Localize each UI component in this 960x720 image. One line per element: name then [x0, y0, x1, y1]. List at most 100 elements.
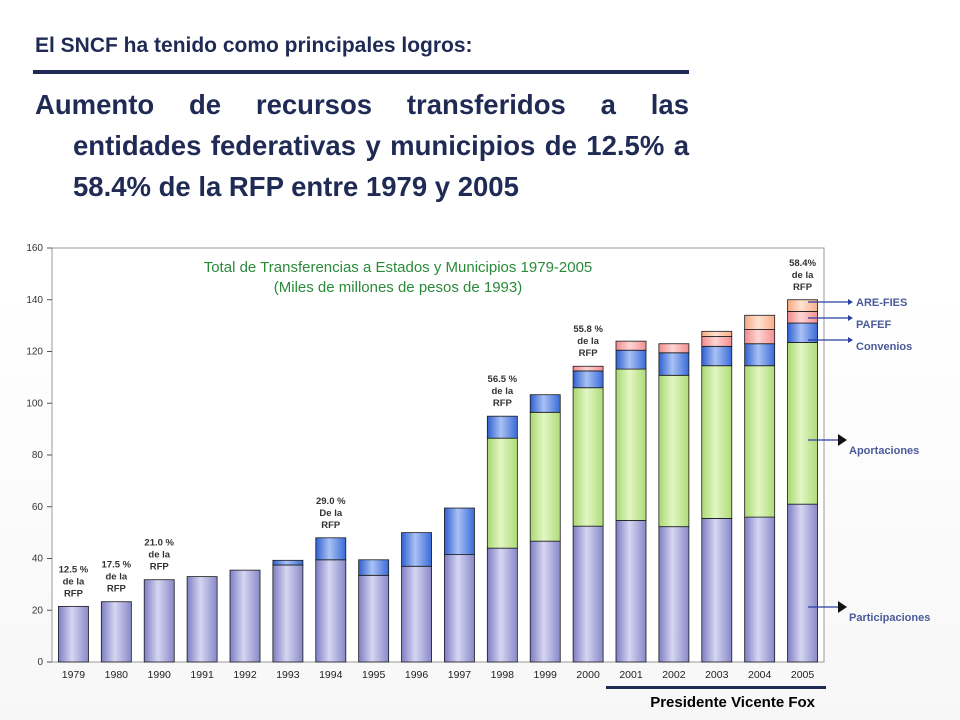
- x-tick-label: 1980: [105, 669, 129, 681]
- legend-label-convenios: Convenios: [856, 341, 912, 353]
- legend-arrow-head: [848, 315, 853, 321]
- legend-arrow-head: [848, 299, 853, 305]
- x-tick-label: 2002: [662, 669, 686, 681]
- bar-participaciones-1991: [186, 576, 218, 663]
- x-tick-label: 1990: [148, 669, 172, 681]
- slide-title: El SNCF ha tenido como principales logro…: [35, 34, 473, 57]
- bar-convenios-2001: [615, 349, 647, 370]
- bar-aportaciones-2001: [615, 368, 647, 521]
- bar-aportaciones-2004: [744, 365, 776, 518]
- x-tick-label: 1996: [405, 669, 429, 681]
- rfp-annotation-2005: 58.4% de la RFP: [789, 258, 816, 293]
- y-tick-label: 20: [32, 605, 44, 616]
- x-tick-label: 1995: [362, 669, 386, 681]
- bar-participaciones-1997: [444, 554, 475, 663]
- bar-participaciones-1995: [358, 574, 390, 663]
- legend-arrow-head: [848, 337, 853, 343]
- legend-label-are-fies: ARE-FIES: [856, 297, 907, 309]
- y-tick-label: 0: [37, 657, 43, 668]
- bar-convenios-1997: [444, 507, 475, 556]
- bar-participaciones-1979: [58, 605, 89, 663]
- legend-arrow-head: [838, 601, 847, 613]
- bar-participaciones-2001: [615, 520, 647, 663]
- y-axis: 0 20 40 60 80 100 120 140 160: [26, 243, 52, 668]
- rfp-annotation-1994: 29.0 % De la RFP: [316, 496, 346, 531]
- y-tick-label: 140: [26, 295, 43, 306]
- rfp-annotation-1998: 56.5 % de la RFP: [488, 374, 518, 409]
- x-axis: 1979 1980 1990 1991 1992 1993 1994 1995 1996 1997…: [62, 669, 815, 681]
- footer-name: Presidente Vicente Fox: [650, 694, 815, 711]
- bar-aportaciones-2002: [658, 374, 690, 528]
- x-tick-label: 1999: [534, 669, 558, 681]
- x-tick-label: 1991: [190, 669, 214, 681]
- x-tick-label: 1993: [276, 669, 300, 681]
- x-tick-label: 1979: [62, 669, 86, 681]
- bars: [58, 299, 818, 663]
- bar-convenios-1994: [315, 537, 347, 561]
- legend-label-participaciones: Participaciones: [849, 612, 930, 624]
- bar-convenios-1993: [272, 559, 304, 566]
- bar-participaciones-2004: [744, 516, 776, 663]
- bar-participaciones-1994: [315, 559, 347, 663]
- bar-participaciones-1992: [229, 569, 261, 663]
- bar-convenios-2004: [744, 343, 776, 367]
- y-tick-label: 160: [26, 243, 43, 254]
- rfp-annotation-1990: 21.0 % de la RFP: [144, 538, 174, 573]
- bar-convenios-1999: [529, 394, 561, 413]
- rfp-annotations: 12.5 % de la RFP 17.5 % de la RFP 21.0 % de la R…: [59, 258, 817, 600]
- y-tick-label: 40: [32, 554, 44, 565]
- bar-convenios-1998: [486, 415, 518, 439]
- bar-pafef-2004: [744, 329, 776, 345]
- x-tick-label: 2005: [791, 669, 815, 681]
- rfp-annotation-2000: 55.8 % de la RFP: [573, 324, 603, 359]
- bar-convenios-1996: [401, 532, 432, 567]
- legend-label-pafef: PAFEF: [856, 319, 892, 331]
- legend-label-aportaciones: Aportaciones: [849, 445, 919, 457]
- bar-aportaciones-2005: [787, 342, 818, 505]
- bar-pafef-2002: [658, 343, 690, 354]
- title-underline: [33, 70, 689, 74]
- bar-convenios-2000: [572, 370, 604, 389]
- x-tick-label: 2000: [576, 669, 600, 681]
- bar-participaciones-1998: [486, 547, 518, 663]
- bar-are-fies-2005: [787, 299, 818, 312]
- rfp-annotation-1980: 17.5 % de la RFP: [102, 560, 132, 595]
- x-tick-label: 2004: [748, 669, 772, 681]
- legend-arrow-head: [838, 434, 847, 446]
- x-tick-label: 1997: [448, 669, 472, 681]
- bar-pafef-2000: [572, 365, 604, 372]
- bar-pafef-2003: [701, 336, 733, 347]
- y-tick-label: 100: [26, 398, 43, 409]
- bar-are-fies-2004: [744, 314, 776, 330]
- bar-are-fies-2003: [701, 330, 733, 337]
- bar-participaciones-1993: [272, 564, 304, 663]
- bar-participaciones-2000: [572, 525, 604, 663]
- bar-aportaciones-2003: [701, 365, 733, 519]
- bar-convenios-2003: [701, 345, 733, 367]
- x-tick-label: 2001: [619, 669, 643, 681]
- y-tick-label: 80: [32, 450, 44, 461]
- x-tick-label: 2003: [705, 669, 729, 681]
- plot-area: [51, 247, 825, 663]
- bar-pafef-2005: [787, 310, 818, 324]
- x-tick-label: 1994: [319, 669, 343, 681]
- bar-participaciones-2005: [787, 503, 818, 663]
- bar-aportaciones-1998: [486, 437, 518, 549]
- y-tick-label: 60: [32, 502, 44, 513]
- bar-convenios-2002: [658, 352, 690, 376]
- bar-participaciones-1999: [529, 540, 561, 663]
- bar-pafef-2001: [615, 340, 647, 351]
- bar-aportaciones-2000: [572, 387, 604, 527]
- bullet-point: Aumento de recursos transferidos a las e…: [35, 89, 689, 202]
- y-tick-label: 120: [26, 347, 43, 358]
- chart-subtitle: (Miles de millones de pesos de 1993): [274, 279, 522, 296]
- bar-participaciones-1996: [401, 565, 432, 663]
- legend: ARE-FIES PAFEF Convenios Aportaciones Partic…: [808, 297, 930, 624]
- bar-aportaciones-1999: [529, 411, 561, 542]
- bar-participaciones-2002: [658, 526, 690, 663]
- bar-participaciones-2003: [701, 517, 733, 663]
- bar-participaciones-1980: [100, 601, 132, 663]
- bar-participaciones-1990: [143, 579, 175, 663]
- chart-title: Total de Transferencias a Estados y Muni…: [204, 259, 593, 276]
